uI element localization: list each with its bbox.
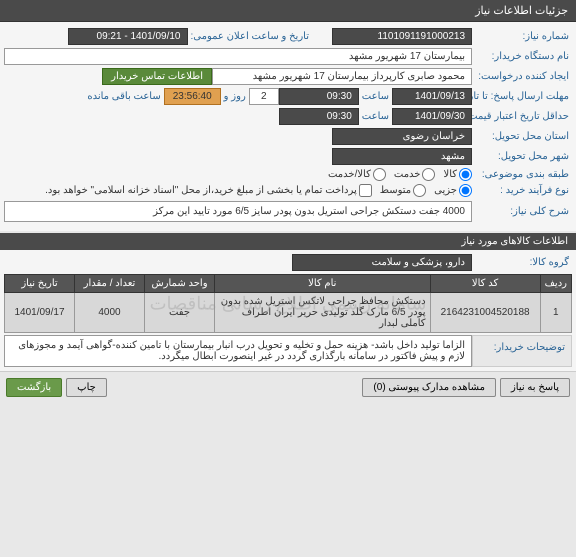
page-title: جزئیات اطلاعات نیاز	[475, 5, 568, 17]
radio-medium-input[interactable]	[413, 184, 426, 197]
form-area: شماره نیاز: 1101091191000213 تاریخ و ساع…	[0, 22, 576, 231]
need-no-value: 1101091191000213	[332, 28, 472, 45]
radio-partial-input[interactable]	[459, 184, 472, 197]
days-label: روز و	[221, 91, 249, 102]
need-no-label: شماره نیاز:	[472, 31, 572, 42]
col-date: تاریخ نیاز	[5, 275, 75, 293]
radio-both-input[interactable]	[373, 168, 386, 181]
col-code: کد کالا	[430, 275, 540, 293]
requester-label: ایجاد کننده درخواست:	[472, 71, 572, 82]
buyer-org-value: بیمارستان 17 شهریور مشهد	[4, 48, 472, 65]
table-row: 12164231004520188دستکش محافظ جراحی لاتکس…	[5, 293, 572, 333]
buyer-notes-value: الزاما تولید داخل باشد- هزینه حمل و تخلی…	[4, 335, 472, 367]
buyer-notes: توضیحات خریدار: الزاما تولید داخل باشد- …	[4, 335, 572, 367]
radio-both[interactable]: کالا/خدمت	[328, 168, 386, 181]
title-bar: جزئیات اطلاعات نیاز	[0, 0, 576, 22]
validity-label: حداقل تاریخ اعتبار قیمت: تا تاریخ:	[472, 111, 572, 122]
attachments-button[interactable]: مشاهده مدارک پیوستی (0)	[362, 378, 496, 397]
validity-time: 09:30	[279, 108, 359, 125]
deadline-date: 1401/09/13	[392, 88, 472, 105]
cell-name: دستکش محافظ جراحی لاتکس استریل شده بدون …	[215, 293, 431, 333]
cell-unit: جفت	[145, 293, 215, 333]
table-header-row: ردیف کد کالا نام کالا واحد شمارش تعداد /…	[5, 275, 572, 293]
col-name: نام کالا	[215, 275, 431, 293]
deadline-time: 09:30	[279, 88, 359, 105]
col-row: ردیف	[540, 275, 571, 293]
countdown-timer: 23:56:40	[164, 88, 221, 105]
remain-label: ساعت باقی مانده	[84, 91, 163, 102]
category-label: طبقه بندی موضوعی:	[472, 169, 572, 180]
checkbox-treasury-input[interactable]	[359, 184, 372, 197]
cell-date: 1401/09/17	[5, 293, 75, 333]
requester-value: محمود صابری کارپرداز بیمارستان 17 شهریور…	[212, 68, 472, 85]
days-remaining: 2	[249, 88, 279, 105]
goods-group-value: دارو، پزشکی و سلامت	[292, 254, 472, 271]
province-value: خراسان رضوی	[332, 128, 472, 145]
radio-partial[interactable]: جزیی	[434, 184, 472, 197]
cell-qty: 4000	[75, 293, 145, 333]
city-value: مشهد	[332, 148, 472, 165]
footer: پاسخ به نیاز مشاهده مدارک پیوستی (0) چاپ…	[0, 371, 576, 403]
goods-section-header: اطلاعات کالاهای مورد نیاز	[0, 233, 576, 250]
cell-code: 2164231004520188	[430, 293, 540, 333]
checkbox-treasury[interactable]: پرداخت تمام یا بخشی از مبلغ خرید،از محل …	[45, 184, 372, 197]
reply-button[interactable]: پاسخ به نیاز	[500, 378, 570, 397]
process-label: نوع فرآیند خرید :	[472, 185, 572, 196]
col-qty: تعداد / مقدار	[75, 275, 145, 293]
radio-goods-input[interactable]	[459, 168, 472, 181]
print-button[interactable]: چاپ	[66, 378, 107, 397]
col-unit: واحد شمارش	[145, 275, 215, 293]
summary-label: شرح کلی نیاز:	[472, 206, 572, 217]
time-label-2: ساعت	[359, 111, 392, 122]
city-label: شهر محل تحویل:	[472, 151, 572, 162]
category-radio-group: کالا خدمت کالا/خدمت	[328, 168, 472, 181]
validity-date: 1401/09/30	[392, 108, 472, 125]
summary-value: 4000 جفت دستکش جراحی استریل بدون پودر سا…	[4, 201, 472, 222]
time-label-1: ساعت	[359, 91, 392, 102]
province-label: استان محل تحویل:	[472, 131, 572, 142]
back-button[interactable]: بازگشت	[6, 378, 62, 397]
process-radio-group: جزیی متوسط پرداخت تمام یا بخشی از مبلغ خ…	[45, 184, 472, 197]
buyer-notes-label: توضیحات خریدار:	[472, 335, 572, 367]
radio-goods[interactable]: کالا	[443, 168, 472, 181]
contact-info-button[interactable]: اطلاعات تماس خریدار	[102, 68, 212, 85]
buyer-org-label: نام دستگاه خریدار:	[472, 51, 572, 62]
radio-medium[interactable]: متوسط	[380, 184, 426, 197]
radio-service[interactable]: خدمت	[394, 168, 436, 181]
goods-group-label: گروه کالا:	[472, 257, 572, 268]
goods-table: ردیف کد کالا نام کالا واحد شمارش تعداد /…	[4, 274, 572, 333]
cell-row: 1	[540, 293, 571, 333]
announce-label: تاریخ و ساعت اعلان عمومی:	[188, 31, 313, 42]
radio-service-input[interactable]	[422, 168, 435, 181]
goods-table-wrap: سامانه رسمی اطلاع رسانی مناقصات ردیف کد …	[4, 274, 572, 333]
announce-value: 1401/09/10 - 09:21	[68, 28, 188, 45]
deadline-label: مهلت ارسال پاسخ: تا تاریخ:	[472, 91, 572, 102]
